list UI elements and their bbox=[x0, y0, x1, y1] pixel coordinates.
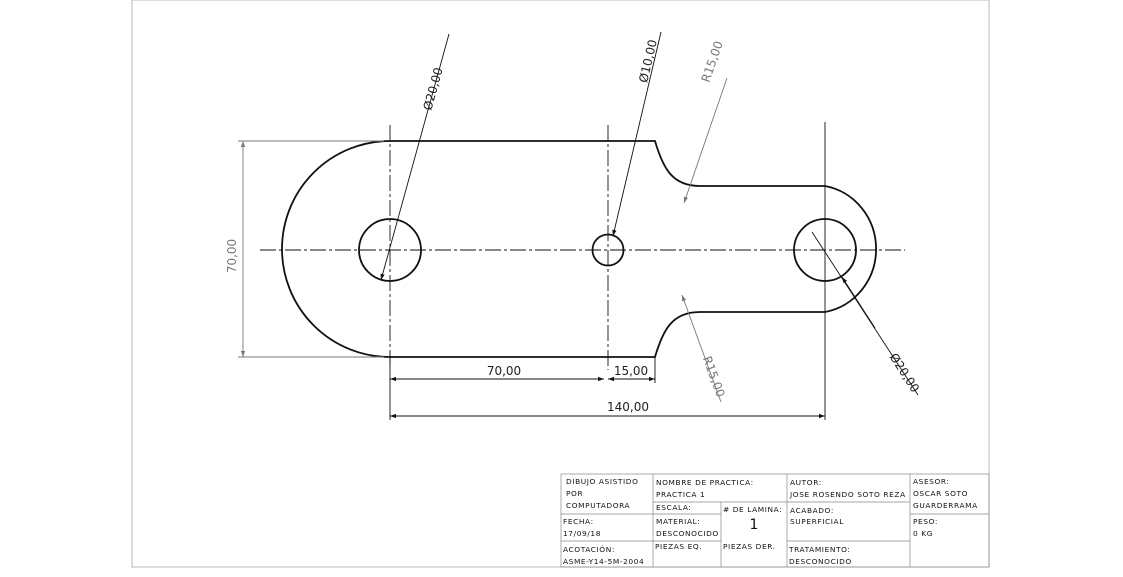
sheet-border bbox=[131, 0, 990, 568]
leader-fillet-bottom bbox=[681, 294, 722, 403]
title-block: DIBUJO ASISTIDO POR COMPUTADORA FECHA: 1… bbox=[560, 473, 990, 568]
dim-fillet-top-radius: R15,00 bbox=[699, 39, 726, 84]
dim-step-offset: 15,00 bbox=[614, 364, 648, 378]
hole-left bbox=[358, 218, 422, 282]
leader-hole-left bbox=[380, 33, 450, 281]
tb-practice-name-value: PRACTICA 1 bbox=[656, 490, 705, 499]
tb-practice-name-label: NOMBRE DE PRACTICA: bbox=[656, 478, 754, 487]
tb-dimensioning-label: ACOTACIÓN: bbox=[563, 545, 615, 554]
tb-author-value: JOSE ROSENDO SOTO REZA bbox=[789, 490, 906, 499]
tb-scale-label: ESCALA: bbox=[656, 503, 691, 512]
tb-date-value: 17/09/18 bbox=[563, 529, 601, 538]
tb-advisor-label: ASESOR: bbox=[913, 477, 950, 486]
tb-finish-label: ACABADO: bbox=[790, 506, 834, 515]
dim-hole-middle-diameter: Ø10,00 bbox=[636, 38, 660, 84]
tb-dimensioning-value: ASME-Y14-5M-2004 bbox=[563, 557, 644, 566]
dim-fillet-bottom-radius: R15,00 bbox=[700, 354, 728, 399]
tb-discipline-line1: DIBUJO ASISTIDO bbox=[566, 477, 639, 486]
tb-treatment-label: TRATAMIENTO: bbox=[788, 545, 850, 554]
tb-discipline-line3: COMPUTADORA bbox=[566, 501, 630, 510]
hole-middle bbox=[591, 233, 625, 267]
tb-weight-label: PESO: bbox=[913, 517, 938, 526]
dim-overall-height: 70,00 bbox=[225, 239, 239, 273]
leader-hole-right bbox=[811, 231, 919, 396]
tb-weight-value: 0 KG bbox=[913, 529, 933, 538]
horizontal-dimensions bbox=[389, 357, 825, 420]
tb-sheet-number-label: # DE LAMINA: bbox=[723, 505, 782, 514]
leader-fillet-top bbox=[683, 77, 728, 204]
tb-treatment-value: DESCONOCIDO bbox=[789, 557, 852, 566]
tb-date-label: FECHA: bbox=[563, 517, 594, 526]
centerlines bbox=[260, 125, 905, 370]
hole-right bbox=[793, 218, 857, 282]
part-outline bbox=[281, 140, 877, 358]
tb-discipline-line2: POR bbox=[566, 489, 583, 498]
tb-parts-der-label: PIEZAS DER. bbox=[723, 542, 776, 551]
dim-hole-spacing: 70,00 bbox=[487, 364, 521, 378]
dim-overall-length: 140,00 bbox=[607, 400, 649, 414]
tb-advisor-value-line2: GUARDERRAMA bbox=[913, 501, 978, 510]
dim-hole-right-diameter: Ø20,00 bbox=[887, 351, 923, 395]
height-dimension bbox=[238, 140, 384, 358]
tb-material-value: DESCONOCIDO bbox=[656, 529, 719, 538]
leader-hole-right-arrow bbox=[841, 276, 876, 329]
tb-finish-value: SUPERFICIAL bbox=[790, 517, 844, 526]
leader-hole-middle bbox=[612, 31, 662, 237]
tb-sheet-number-value: 1 bbox=[750, 517, 759, 533]
tb-material-label: MATERIAL: bbox=[656, 517, 700, 526]
dim-hole-left-diameter: Ø20,00 bbox=[421, 66, 446, 112]
tb-advisor-value-line1: OSCAR SOTO bbox=[913, 489, 968, 498]
tb-parts-eq-label: PIEZAS EQ. bbox=[655, 542, 702, 551]
tb-author-label: AUTOR: bbox=[790, 478, 822, 487]
